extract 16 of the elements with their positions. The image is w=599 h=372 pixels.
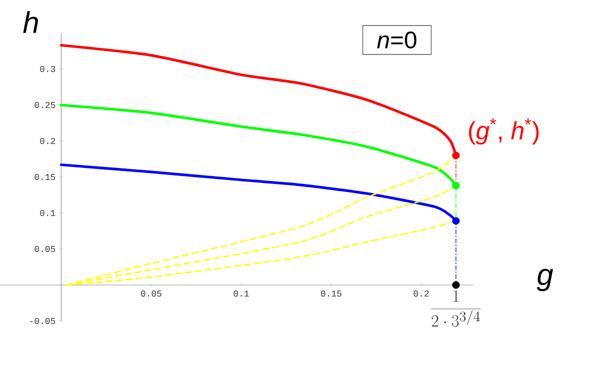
y-axis-title: h bbox=[23, 11, 38, 33]
y-tick-label: 0.15 bbox=[34, 174, 56, 180]
y-tick-label: 0.1 bbox=[40, 210, 56, 216]
y-tick-label: -0.05 bbox=[30, 318, 56, 324]
y-tick-label: 0.3 bbox=[40, 66, 56, 72]
x-tick-label: 0.15 bbox=[320, 290, 342, 297]
annotation: n=0 bbox=[377, 32, 416, 48]
x-tick-label: $\frac{1}{2\cdot 3^{3/4}}$ bbox=[431, 290, 481, 327]
y-tick-label: 0.05 bbox=[34, 246, 56, 252]
x-tick-label: 0.2 bbox=[414, 290, 429, 297]
y-tick-label: 0.25 bbox=[34, 102, 56, 108]
y-tick-label: 0.2 bbox=[40, 138, 56, 144]
annotation: (g$^{*}$, h$^{*}$) bbox=[469, 118, 539, 144]
x-tick-label: 0.1 bbox=[234, 290, 249, 297]
x-axis-title: g bbox=[536, 268, 554, 292]
x-tick-label: 0.05 bbox=[140, 290, 162, 297]
